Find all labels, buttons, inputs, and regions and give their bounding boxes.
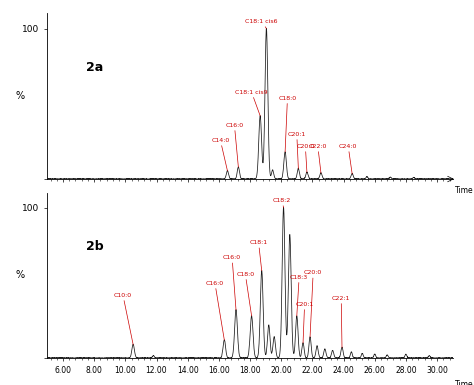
Text: C22:0: C22:0: [309, 144, 327, 173]
Text: Time: Time: [455, 380, 474, 385]
Text: C20:0: C20:0: [304, 270, 322, 337]
Text: 2a: 2a: [86, 61, 104, 74]
Text: C16:0: C16:0: [223, 255, 241, 310]
Y-axis label: %: %: [16, 270, 25, 280]
Text: C20:1: C20:1: [288, 132, 306, 169]
Y-axis label: %: %: [16, 91, 25, 101]
Text: C18:3: C18:3: [290, 275, 308, 316]
Text: C14:0: C14:0: [211, 138, 229, 171]
Text: C22:1: C22:1: [332, 296, 350, 348]
Text: C18:0: C18:0: [278, 96, 297, 152]
Text: C16:0: C16:0: [225, 123, 244, 167]
Text: C18:0: C18:0: [237, 272, 255, 316]
Text: C18:1 cis9: C18:1 cis9: [235, 90, 268, 116]
Text: C18:1: C18:1: [249, 240, 268, 271]
Text: C20:0: C20:0: [296, 144, 314, 172]
Text: C18:1 cis6: C18:1 cis6: [246, 19, 278, 28]
Text: C24:0: C24:0: [339, 144, 357, 174]
Text: C18:2: C18:2: [273, 198, 291, 208]
Text: C10:0: C10:0: [114, 293, 133, 345]
Text: C16:0: C16:0: [206, 281, 224, 340]
Text: C20:1: C20:1: [295, 302, 314, 343]
Text: 2b: 2b: [86, 240, 104, 253]
Text: Time: Time: [455, 186, 474, 195]
